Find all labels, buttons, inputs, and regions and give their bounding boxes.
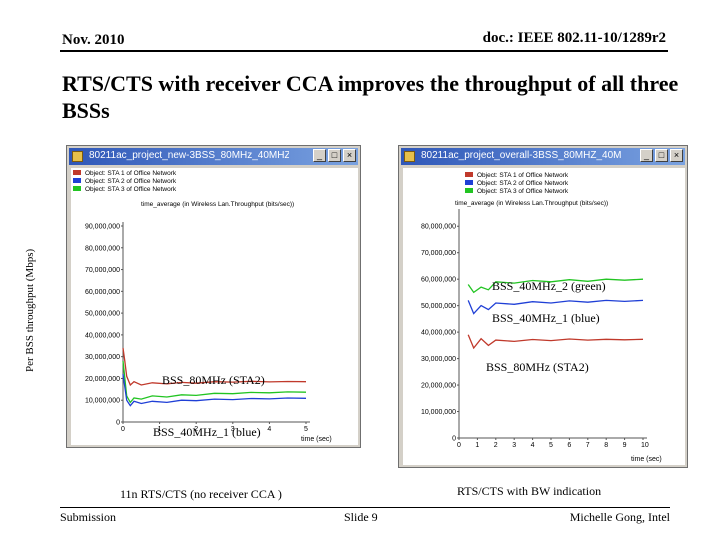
right-graph-window[interactable]: 80211ac_project_overall-3BSS_80MHZ_40MHZ… bbox=[398, 145, 688, 468]
x-tick-label: 3 bbox=[231, 426, 235, 433]
x-tick-label: 4 bbox=[531, 442, 535, 449]
annotation-bss-80mhz-left: BSS_80MHz (STA2) bbox=[162, 373, 265, 387]
footer-rule bbox=[60, 507, 670, 508]
annotation-bss-40mhz-1-bottom: BSS_40MHz_1 (blue) bbox=[153, 425, 261, 439]
x-tick-label: 0 bbox=[121, 426, 125, 433]
footer-slide-number: Slide 9 bbox=[344, 510, 378, 524]
maximize-button[interactable]: □ bbox=[655, 149, 668, 162]
x-tick-label: 10 bbox=[641, 442, 649, 449]
right-window-titlebar[interactable]: 80211ac_project_overall-3BSS_80MHZ_40MHZ… bbox=[401, 148, 685, 165]
y-tick-label: 0 bbox=[116, 420, 120, 427]
x-tick-label: 5 bbox=[549, 442, 553, 449]
annotation-bss-80mhz-right: BSS_80MHz (STA2) bbox=[486, 360, 589, 374]
y-tick-label: 40,000,000 bbox=[421, 330, 456, 337]
minimize-button[interactable]: _ bbox=[640, 149, 653, 162]
series-line-red bbox=[122, 347, 307, 387]
x-tick-label: 2 bbox=[194, 426, 198, 433]
x-tick-label: 1 bbox=[475, 442, 479, 449]
close-button[interactable]: × bbox=[343, 149, 356, 162]
y-tick-label: 30,000,000 bbox=[421, 356, 456, 363]
legend-entry-3: Object: STA 3 of Office Network bbox=[85, 186, 177, 193]
x-tick-label: 3 bbox=[512, 442, 516, 449]
footer-submission: Submission bbox=[60, 510, 117, 524]
legend-entry-2: Object: STA 2 of Office Network bbox=[477, 180, 569, 187]
y-tick-label: 80,000,000 bbox=[421, 224, 456, 231]
app-icon bbox=[72, 151, 83, 162]
caption-left: 11n RTS/CTS (no receiver CCA ) bbox=[120, 487, 282, 501]
maximize-button[interactable]: □ bbox=[328, 149, 341, 162]
legend-entry-1: Object: STA 1 of Office Network bbox=[477, 172, 569, 179]
legend-entry-1: Object: STA 1 of Office Network bbox=[85, 170, 177, 177]
header-rule bbox=[60, 50, 668, 52]
series-line-blue bbox=[122, 374, 307, 407]
minimize-button[interactable]: _ bbox=[313, 149, 326, 162]
slide-title: RTS/CTS with receiver CCA improves the t… bbox=[62, 71, 679, 123]
legend-swatch-green bbox=[73, 186, 81, 191]
app-icon bbox=[404, 151, 415, 162]
y-tick-label: 40,000,000 bbox=[85, 332, 120, 339]
right-plot-area: Object: STA 1 of Office Network Object: … bbox=[403, 168, 685, 465]
legend-entry-3: Object: STA 3 of Office Network bbox=[477, 188, 569, 195]
annotation-bss-40mhz-1-blue: BSS_40MHz_1 (blue) bbox=[492, 311, 600, 325]
close-button[interactable]: × bbox=[670, 149, 683, 162]
x-axis-unit: time (sec) bbox=[301, 436, 332, 443]
y-tick-label: 50,000,000 bbox=[85, 311, 120, 318]
y-tick-label: 70,000,000 bbox=[421, 250, 456, 257]
legend-swatch-blue bbox=[73, 178, 81, 183]
header-date: Nov. 2010 bbox=[62, 32, 125, 48]
caption-right: RTS/CTS with BW indication bbox=[457, 484, 602, 498]
left-chart: Object: STA 1 of Office Network Object: … bbox=[73, 170, 332, 443]
y-tick-label: 80,000,000 bbox=[85, 245, 120, 252]
x-axis-unit: time (sec) bbox=[631, 456, 662, 463]
series-line-green bbox=[467, 278, 644, 294]
x-tick-label: 2 bbox=[494, 442, 498, 449]
series-line-blue bbox=[467, 299, 644, 315]
y-tick-label: 20,000,000 bbox=[421, 383, 456, 390]
annotation-bss-40mhz-2-green: BSS_40MHz_2 (green) bbox=[492, 279, 606, 293]
series-line-red bbox=[467, 334, 644, 350]
x-tick-label: 7 bbox=[586, 442, 590, 449]
x-tick-label: 6 bbox=[567, 442, 571, 449]
plot-subtitle: time_average (in Wireless Lan.Throughput… bbox=[141, 201, 294, 208]
y-tick-label: 90,000,000 bbox=[85, 224, 120, 231]
legend-swatch-blue bbox=[465, 180, 473, 185]
y-tick-label: 10,000,000 bbox=[85, 398, 120, 405]
left-window-title: 80211ac_project_new-3BSS_80MHz_40MHZ_DL_… bbox=[89, 150, 289, 161]
y-axis-label: Per BSS throughput (Mbps) bbox=[24, 248, 36, 372]
y-tick-label: 30,000,000 bbox=[85, 354, 120, 361]
y-tick-label: 70,000,000 bbox=[85, 267, 120, 274]
x-tick-label: 4 bbox=[267, 426, 271, 433]
x-tick-label: 9 bbox=[623, 442, 627, 449]
legend-swatch-green bbox=[465, 188, 473, 193]
right-chart: Object: STA 1 of Office Network Object: … bbox=[421, 172, 662, 463]
y-tick-label: 60,000,000 bbox=[421, 277, 456, 284]
legend-entry-2: Object: STA 2 of Office Network bbox=[85, 178, 177, 185]
x-tick-label: 1 bbox=[158, 426, 162, 433]
left-plot-area: Object: STA 1 of Office Network Object: … bbox=[71, 168, 358, 445]
plot-subtitle: time_average (in Wireless Lan.Throughput… bbox=[455, 200, 608, 207]
x-tick-label: 5 bbox=[304, 426, 308, 433]
left-graph-window[interactable]: 80211ac_project_new-3BSS_80MHz_40MHZ_DL_… bbox=[66, 145, 361, 448]
y-tick-label: 50,000,000 bbox=[421, 303, 456, 310]
series-line-green bbox=[122, 360, 307, 404]
header-doc-id: doc.: IEEE 802.11-10/1289r2 bbox=[482, 30, 666, 46]
x-tick-label: 0 bbox=[457, 442, 461, 449]
y-tick-label: 10,000,000 bbox=[421, 409, 456, 416]
y-tick-label: 60,000,000 bbox=[85, 289, 120, 296]
right-window-title: 80211ac_project_overall-3BSS_80MHZ_40MHZ… bbox=[421, 150, 621, 161]
x-tick-label: 8 bbox=[604, 442, 608, 449]
legend-swatch-red bbox=[465, 172, 473, 177]
y-tick-label: 20,000,000 bbox=[85, 376, 120, 383]
footer-author: Michelle Gong, Intel bbox=[569, 510, 670, 524]
y-tick-label: 0 bbox=[452, 436, 456, 443]
legend-swatch-red bbox=[73, 170, 81, 175]
left-window-titlebar[interactable]: 80211ac_project_new-3BSS_80MHz_40MHZ_DL_… bbox=[69, 148, 358, 165]
